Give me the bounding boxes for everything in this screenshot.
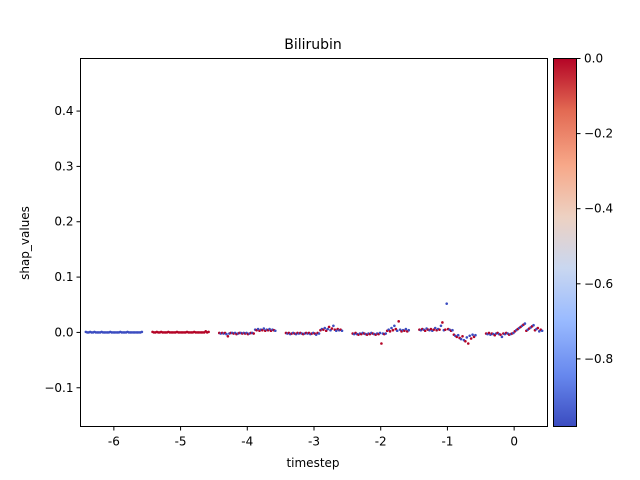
data-point xyxy=(451,328,454,332)
data-point xyxy=(439,324,443,328)
y-tick-label: 0.3 xyxy=(54,159,73,173)
x-tick-label: -3 xyxy=(308,435,320,449)
data-point xyxy=(393,324,396,328)
data-point xyxy=(327,325,331,329)
colorbar-tick-label: −0.4 xyxy=(584,202,613,216)
y-axis-ticks: −0.1 0.0 0.1 0.2 0.3 0.4 xyxy=(44,104,81,395)
data-point xyxy=(540,329,544,333)
y-tick-label: 0.4 xyxy=(54,104,73,118)
x-tick-label: 0 xyxy=(510,435,518,449)
chart-title: Bilirubin xyxy=(284,37,342,53)
data-point xyxy=(441,321,444,324)
data-point xyxy=(423,329,427,333)
colorbar-ticks: 0.0 −0.2 −0.4 −0.6 −0.8 xyxy=(576,52,613,366)
data-point xyxy=(469,337,473,340)
data-point xyxy=(388,330,392,333)
x-axis-label: timestep xyxy=(286,456,339,470)
x-axis-ticks: -6 -5 -4 -3 -2 -1 0 xyxy=(108,426,518,449)
data-point xyxy=(433,326,437,330)
data-point xyxy=(466,342,470,345)
data-point xyxy=(397,320,400,323)
colorbar xyxy=(553,58,577,427)
data-point xyxy=(468,334,472,338)
data-point xyxy=(390,326,393,330)
y-tick-label: −0.1 xyxy=(44,381,73,395)
data-point xyxy=(500,335,504,339)
data-point xyxy=(384,332,388,335)
data-point xyxy=(456,333,460,337)
data-point xyxy=(523,322,527,325)
data-point xyxy=(395,329,399,333)
data-point xyxy=(378,331,382,335)
data-point xyxy=(340,329,344,333)
y-tick-label: 0.2 xyxy=(54,215,73,229)
x-tick-label: -6 xyxy=(108,435,120,449)
data-point xyxy=(207,330,210,334)
data-points xyxy=(84,302,544,345)
x-tick-label: -5 xyxy=(175,435,187,449)
data-point xyxy=(445,302,449,305)
data-point xyxy=(499,333,502,336)
data-point xyxy=(474,333,477,337)
data-point xyxy=(465,336,469,339)
colorbar-tick-label: −0.8 xyxy=(584,352,613,366)
data-point xyxy=(461,335,464,338)
data-point xyxy=(252,332,256,335)
data-point xyxy=(323,326,327,330)
data-point xyxy=(380,342,383,345)
y-tick-label: 0.1 xyxy=(54,270,73,284)
data-point xyxy=(459,337,463,341)
data-point xyxy=(274,329,277,333)
data-point xyxy=(317,332,321,335)
plot-area-frame xyxy=(80,58,548,427)
data-point xyxy=(391,328,395,332)
data-point xyxy=(330,327,334,330)
data-point xyxy=(532,323,535,327)
data-point xyxy=(225,332,228,336)
data-point xyxy=(464,339,467,343)
data-point xyxy=(407,328,411,332)
y-tick-label: 0.0 xyxy=(54,325,73,339)
data-point xyxy=(262,327,266,330)
x-tick-label: -1 xyxy=(441,435,453,449)
colorbar-tick-label: 0.0 xyxy=(584,52,603,66)
data-point xyxy=(536,326,540,330)
x-tick-label: -2 xyxy=(375,435,387,449)
data-point xyxy=(226,335,230,338)
data-point xyxy=(140,330,144,334)
data-point xyxy=(326,327,329,331)
data-point xyxy=(404,327,408,331)
colorbar-tick-label: −0.2 xyxy=(584,127,613,141)
x-tick-label: -4 xyxy=(241,435,253,449)
data-point xyxy=(332,324,335,328)
y-axis-label: shap_values xyxy=(18,206,32,280)
data-point xyxy=(438,328,441,331)
colorbar-tick-label: −0.6 xyxy=(584,277,613,291)
data-point xyxy=(471,333,474,336)
data-point xyxy=(443,328,447,331)
